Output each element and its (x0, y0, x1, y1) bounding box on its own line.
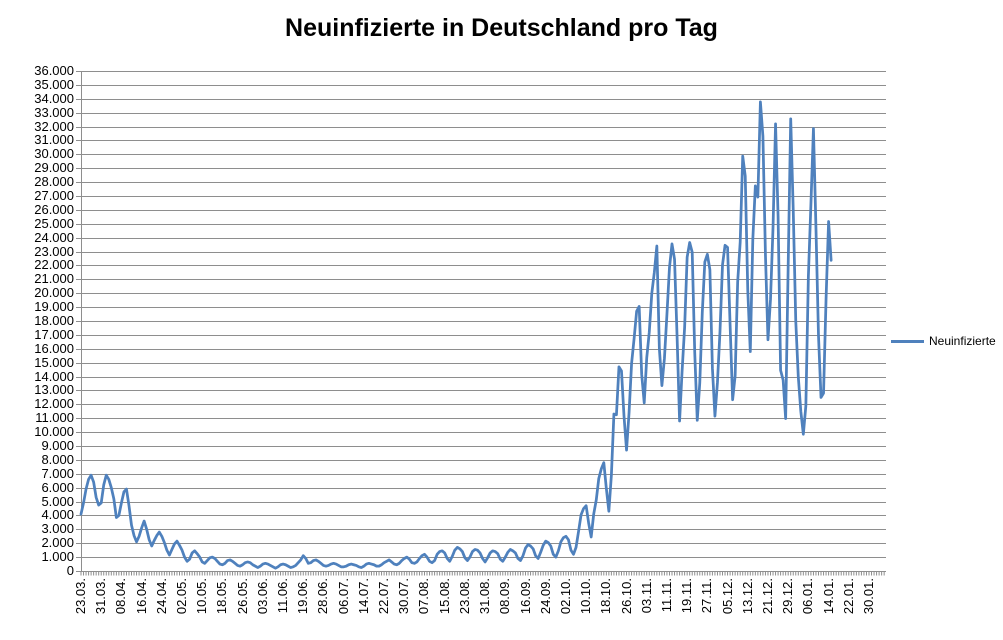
y-axis-label: 23.000 (34, 243, 74, 259)
legend-series-label: Neuinfizierte (929, 334, 996, 348)
y-axis-label: 5.000 (41, 493, 74, 509)
x-axis-label: 08.09. (497, 578, 513, 615)
x-tick-comb (80, 571, 885, 576)
y-axis-label: 29.000 (34, 160, 74, 176)
x-axis-label: 19.06. (295, 578, 311, 615)
x-axis-label: 11.11. (658, 578, 674, 613)
x-axis-label: 15.08. (436, 578, 452, 615)
y-axis-label: 20.000 (34, 285, 74, 301)
x-axis-label: 10.05. (194, 578, 210, 615)
y-axis-label: 19.000 (34, 299, 74, 315)
legend: Neuinfizierte (891, 334, 996, 348)
x-axis-label: 19.11. (679, 578, 695, 614)
x-axis-label: 05.12. (719, 578, 735, 615)
x-axis-label: 24.04. (153, 578, 169, 615)
x-axis-label: 03.11. (638, 578, 654, 614)
y-axis-label: 0 (66, 563, 74, 578)
x-axis-label: 16.04. (133, 578, 149, 615)
x-axis-label: 30.07. (396, 578, 412, 615)
x-axis-label: 11.06. (275, 578, 291, 614)
x-axis-label: 26.05. (234, 578, 250, 615)
y-axis-label: 21.000 (34, 271, 74, 287)
y-axis-label: 34.000 (34, 90, 74, 106)
x-axis-label: 18.05. (214, 578, 230, 615)
y-axis-label: 12.000 (34, 396, 74, 412)
x-axis-label: 30.01. (861, 578, 876, 615)
x-axis-label: 06.07. (335, 578, 351, 615)
y-axis-label: 9.000 (41, 438, 74, 453)
y-axis-label: 28.000 (34, 174, 74, 190)
y-axis-label: 32.000 (34, 118, 74, 134)
y-axis-label: 7.000 (41, 465, 74, 481)
x-axis-label: 23.03. (73, 578, 88, 615)
y-axis-label: 35.000 (34, 76, 74, 92)
x-axis-label: 29.12. (780, 578, 796, 615)
x-axis-label: 22.01. (840, 578, 856, 615)
y-axis-label: 13.000 (34, 382, 74, 398)
y-axis-label: 36.000 (34, 63, 74, 78)
x-axis-label: 27.11. (699, 578, 715, 614)
y-axis-label: 31.000 (34, 132, 74, 148)
x-axis-label: 23.08. (456, 578, 472, 615)
y-axis-label: 2.000 (41, 535, 74, 551)
x-axis-label: 07.08. (416, 578, 432, 615)
y-axis-label: 10.000 (34, 424, 74, 440)
x-axis-label: 08.04. (113, 578, 129, 615)
y-axis-label: 15.000 (34, 354, 74, 370)
x-axis-label: 24.09. (537, 578, 553, 615)
x-axis-label: 10.10. (578, 578, 594, 615)
y-axis-label: 8.000 (41, 451, 74, 467)
series-line-neuinfizierte (79, 100, 833, 570)
y-axis-label: 3.000 (41, 521, 74, 537)
x-axis-label: 16.09. (517, 578, 533, 615)
y-axis-label: 33.000 (34, 104, 74, 120)
x-axis-label: 14.07. (355, 578, 371, 615)
x-axis-label: 31.03. (93, 578, 109, 615)
y-axis-label: 25.000 (34, 215, 74, 231)
y-axis-label: 17.000 (34, 326, 74, 342)
x-axis-label: 14.01. (820, 578, 836, 615)
y-axis-label: 16.000 (34, 340, 74, 356)
y-axis-label: 27.000 (34, 188, 74, 203)
x-axis-label: 21.12. (759, 578, 775, 615)
y-axis-label: 11.000 (35, 410, 74, 426)
chart-title: Neuinfizierte in Deutschland pro Tag (285, 14, 718, 42)
y-axis-label: 6.000 (41, 479, 74, 495)
y-axis-label: 24.000 (34, 229, 74, 245)
y-axis-label: 30.000 (34, 146, 74, 162)
x-axis-label: 22.07. (376, 578, 392, 615)
y-axis-label: 22.000 (34, 257, 74, 273)
x-axis-label: 06.01. (800, 578, 816, 615)
y-axis-label: 14.000 (34, 368, 74, 384)
x-axis-label: 02.10. (557, 578, 573, 615)
x-axis-label: 26.10. (618, 578, 634, 615)
x-axis-label: 18.10. (598, 578, 614, 615)
x-axis-label: 03.06. (254, 578, 270, 615)
x-axis-label: 31.08. (477, 578, 493, 615)
y-axis-label: 18.000 (34, 313, 74, 328)
y-axis-label: 1.000 (41, 549, 74, 565)
x-axis-label: 13.12. (739, 578, 755, 615)
y-axis-label: 26.000 (34, 201, 74, 217)
x-axis-label: 28.06. (315, 578, 331, 615)
y-axis-label: 4.000 (41, 507, 74, 523)
legend-line-sample (891, 339, 924, 343)
x-axis-label: 02.05. (174, 578, 190, 615)
